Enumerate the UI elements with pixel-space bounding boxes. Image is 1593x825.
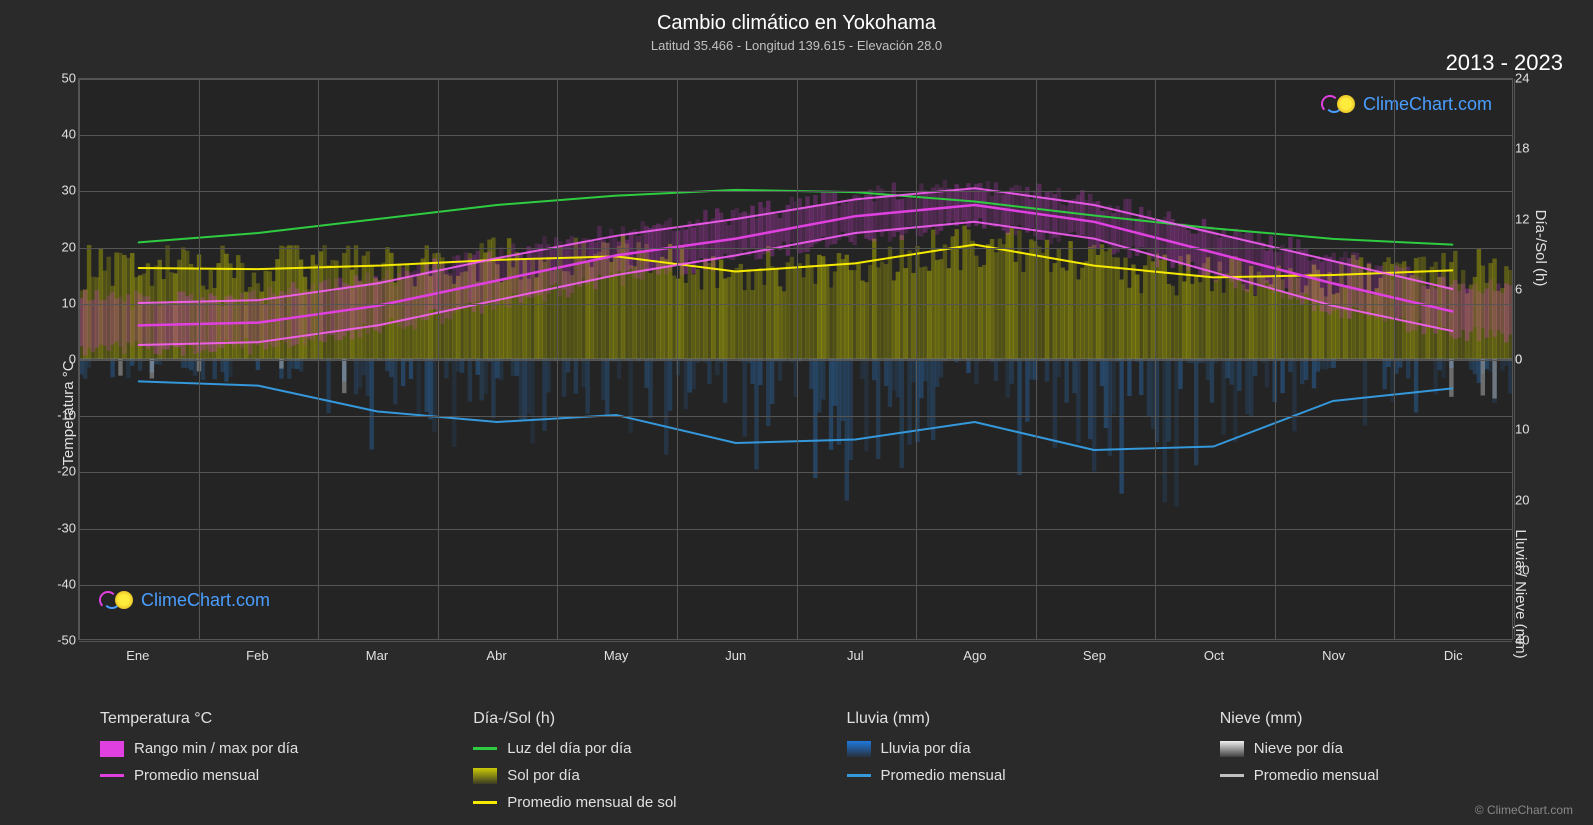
legend-swatch (473, 801, 497, 804)
x-tick-month: Oct (1204, 648, 1224, 663)
y-tick-right-hours: 18 (1515, 141, 1543, 156)
y-tick-right-mm: 40 (1515, 633, 1543, 648)
legend-header: Temperatura °C (100, 710, 433, 728)
y-tick-left: -10 (46, 408, 76, 423)
x-tick-month: Ene (126, 648, 149, 663)
legend-item: Promedio mensual (100, 767, 433, 784)
x-tick-month: Sep (1083, 648, 1106, 663)
y-tick-right-mm: 0 (1515, 352, 1543, 367)
legend-item: Luz del día por día (473, 740, 806, 757)
legend-item: Sol por día (473, 767, 806, 784)
legend-swatch (1220, 774, 1244, 777)
legend-label: Promedio mensual (1254, 767, 1379, 784)
legend-label: Sol por día (507, 767, 580, 784)
legend-swatch (847, 774, 871, 777)
y-tick-left: 40 (46, 127, 76, 142)
x-tick-month: Mar (366, 648, 388, 663)
chart-subtitle: Latitud 35.466 - Longitud 139.615 - Elev… (0, 38, 1593, 53)
y-tick-right-mm: 30 (1515, 562, 1543, 577)
x-tick-month: Feb (246, 648, 268, 663)
y-tick-left: 30 (46, 183, 76, 198)
legend-swatch (100, 774, 124, 777)
y-tick-right-hours: 12 (1515, 211, 1543, 226)
legend-label: Nieve por día (1254, 740, 1343, 757)
legend-group: Nieve (mm) Nieve por día Promedio mensual (1220, 710, 1553, 811)
legend-label: Luz del día por día (507, 740, 631, 757)
climate-chart: Cambio climático en Yokohama Latitud 35.… (0, 0, 1593, 825)
y-tick-right-mm: 10 (1515, 422, 1543, 437)
legend-label: Promedio mensual de sol (507, 794, 676, 811)
y-tick-left: -50 (46, 633, 76, 648)
x-tick-month: Abr (486, 648, 506, 663)
x-tick-month: May (604, 648, 629, 663)
x-tick-month: Ago (963, 648, 986, 663)
legend-label: Promedio mensual (134, 767, 259, 784)
legend-item: Promedio mensual de sol (473, 794, 806, 811)
legend-group: Día-/Sol (h) Luz del día por día Sol por d… (473, 710, 806, 811)
legend-label: Promedio mensual (881, 767, 1006, 784)
legend-label: Lluvia por día (881, 740, 971, 757)
legend-item: Promedio mensual (847, 767, 1180, 784)
legend-header: Día-/Sol (h) (473, 710, 806, 728)
x-tick-month: Nov (1322, 648, 1345, 663)
y-tick-right-mm: 20 (1515, 492, 1543, 507)
legend-swatch (1220, 741, 1244, 757)
y-tick-left: 50 (46, 71, 76, 86)
legend-header: Lluvia (mm) (847, 710, 1180, 728)
y-tick-left: 10 (46, 295, 76, 310)
year-range-label: 2013 - 2023 (1446, 50, 1563, 76)
legend-item: Nieve por día (1220, 740, 1553, 757)
plot-svg (79, 79, 1512, 639)
legend-item: Lluvia por día (847, 740, 1180, 757)
legend-swatch (100, 741, 124, 757)
x-tick-month: Dic (1444, 648, 1463, 663)
legend-swatch (473, 747, 497, 750)
copyright-label: © ClimeChart.com (1475, 803, 1573, 817)
x-tick-month: Jun (725, 648, 746, 663)
x-tick-month: Jul (847, 648, 864, 663)
legend-group: Temperatura °C Rango min / max por día Pro… (100, 710, 433, 811)
y-tick-right-hours: 24 (1515, 71, 1543, 86)
rain-daily-bars (79, 359, 1512, 506)
y-tick-left: -30 (46, 520, 76, 535)
chart-title: Cambio climático en Yokohama (0, 12, 1593, 35)
plot-area: ClimeChart.com ClimeChart.com (78, 78, 1513, 640)
y-tick-right-hours: 6 (1515, 281, 1543, 296)
legend-group: Lluvia (mm) Lluvia por día Promedio mensua… (847, 710, 1180, 811)
legend-item: Rango min / max por día (100, 740, 433, 757)
legend-header: Nieve (mm) (1220, 710, 1553, 728)
y-tick-left: -20 (46, 464, 76, 479)
legend-label: Rango min / max por día (134, 740, 298, 757)
legend: Temperatura °C Rango min / max por día Pro… (100, 710, 1553, 811)
legend-swatch (847, 741, 871, 757)
y-tick-left: 20 (46, 239, 76, 254)
legend-item: Promedio mensual (1220, 767, 1553, 784)
legend-swatch (473, 768, 497, 784)
y-tick-left: -40 (46, 576, 76, 591)
y-tick-left: 0 (46, 352, 76, 367)
